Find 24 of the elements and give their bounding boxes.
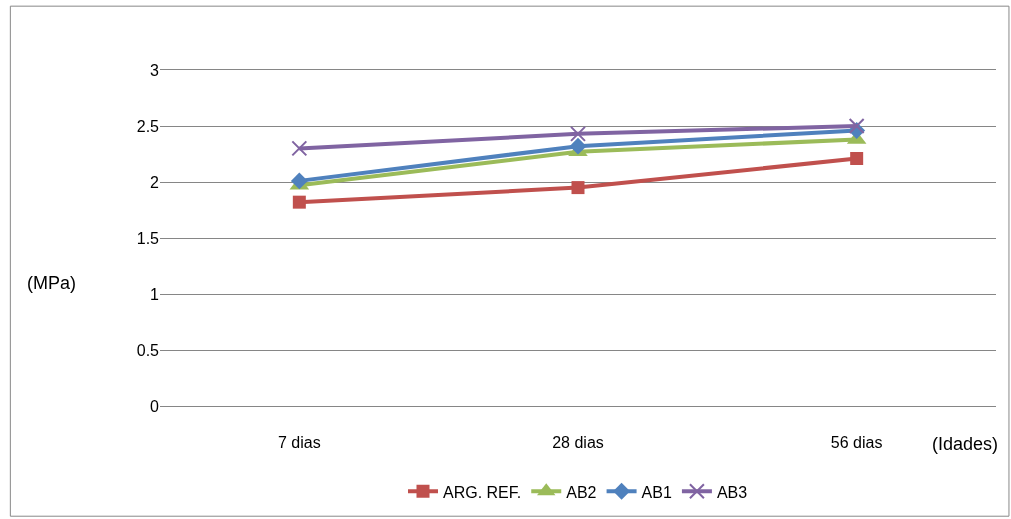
y-tick-label: 2.5 bbox=[136, 117, 160, 135]
point bbox=[850, 151, 864, 165]
x-tick-label: 7 dias bbox=[277, 434, 321, 452]
y-tick-label: 0 bbox=[150, 397, 160, 415]
point bbox=[569, 137, 587, 155]
legend-label: AB2 bbox=[566, 483, 597, 501]
point bbox=[290, 172, 308, 190]
y-axis-title: (MPa) bbox=[27, 273, 76, 293]
y-tick-label: 1 bbox=[150, 285, 160, 303]
point bbox=[848, 118, 865, 134]
x-tick-label: 28 dias bbox=[552, 434, 604, 452]
y-tick-label: 3 bbox=[150, 61, 160, 79]
point bbox=[291, 140, 308, 157]
legend-label: AB1 bbox=[641, 483, 672, 501]
legend-label: AB3 bbox=[716, 483, 748, 501]
point bbox=[570, 125, 586, 142]
y-tick-label: 1.5 bbox=[136, 229, 160, 247]
y-tick-label: 0.5 bbox=[136, 341, 160, 359]
x-tick-label: 56 dias bbox=[830, 434, 883, 452]
point bbox=[571, 181, 585, 195]
y-tick-label: 2 bbox=[150, 173, 160, 191]
point bbox=[292, 195, 306, 209]
legend-label: ARG. REF. bbox=[443, 483, 522, 501]
x-axis-title: (Idades) bbox=[932, 434, 999, 454]
